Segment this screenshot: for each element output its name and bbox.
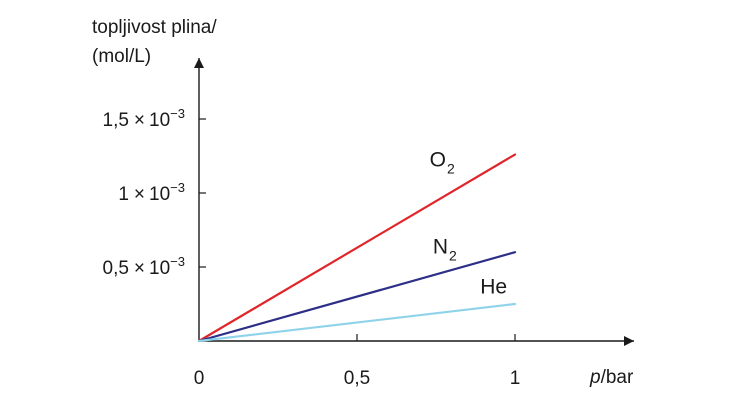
- x-tick-label: 0,5: [344, 368, 370, 389]
- y-tick-base: 10: [149, 258, 170, 279]
- y-tick-times: ×: [134, 110, 145, 131]
- y-tick-mantissa: 0,5: [103, 258, 129, 279]
- y-tick-exp: −3: [170, 106, 185, 121]
- y-axis-label-line-1: topljivost plina/: [92, 17, 217, 38]
- series-lines: [197, 153, 517, 343]
- series-line-n2: [197, 251, 517, 343]
- series-label-o2: O2: [430, 148, 455, 176]
- y-tick-base: 10: [149, 184, 170, 205]
- y-tick-label: 1,5 × 10−3: [103, 106, 186, 131]
- series-subscript: 2: [449, 248, 457, 264]
- x-tick-label: 0: [194, 368, 205, 389]
- series-name: He: [480, 276, 507, 299]
- x-tick-label: 1: [510, 368, 521, 389]
- y-tick-times: ×: [134, 258, 145, 279]
- y-tick-label: 1 × 10−3: [118, 180, 185, 205]
- series-line-he: [197, 302, 517, 343]
- y-tick-label: 0,5 × 10−3: [103, 254, 186, 279]
- series-name: O: [430, 148, 446, 171]
- y-tick-base: 10: [149, 110, 170, 131]
- x-axis-label-variable: p: [589, 367, 601, 388]
- y-tick-exp: −3: [170, 180, 185, 195]
- series-subscript: 2: [447, 160, 455, 176]
- y-axis-label-line-2: (mol/L): [92, 46, 151, 67]
- axis-ticks: 0 0,5 10,5 × 10−31 × 10−31,5 × 10−3: [103, 106, 521, 389]
- y-tick-exp: −3: [170, 254, 185, 269]
- y-tick-times: ×: [134, 184, 145, 205]
- series-line-o2: [197, 153, 517, 343]
- series-label-he: He: [480, 276, 507, 299]
- x-axis-label: p/bar: [589, 367, 634, 388]
- series-label-n2: N2: [433, 236, 457, 264]
- y-tick-mantissa: 1,5: [103, 110, 129, 131]
- x-axis-label-unit: /bar: [601, 367, 634, 388]
- y-tick-mantissa: 1: [118, 184, 129, 205]
- series-name: N: [433, 236, 448, 259]
